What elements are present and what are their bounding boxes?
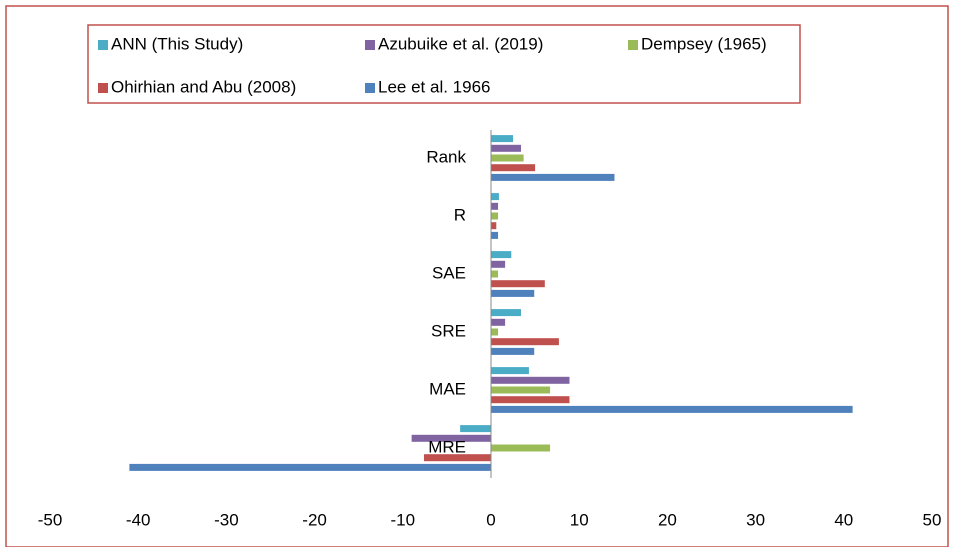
category-label: SAE (432, 263, 466, 282)
x-tick-label: 10 (570, 510, 589, 529)
bar (491, 328, 499, 336)
x-tick-label: 30 (746, 510, 765, 529)
bar (491, 347, 535, 355)
category-label: Rank (426, 147, 466, 166)
x-tick-label: -50 (38, 510, 63, 529)
bar (491, 173, 615, 181)
bar (491, 338, 559, 346)
legend-label: Ohirhian and Abu (2008) (111, 77, 296, 96)
bar (491, 154, 524, 162)
bar (491, 376, 570, 384)
bar (491, 396, 570, 404)
legend-label: Azubuike et al. (2019) (378, 34, 543, 53)
legend-swatch (98, 40, 108, 50)
bar (491, 251, 512, 259)
bar (491, 280, 545, 288)
bar (129, 463, 491, 471)
category-label: MAE (429, 379, 466, 398)
bar (491, 212, 499, 220)
bar (491, 386, 551, 394)
bar (491, 135, 514, 143)
x-tick-label: -20 (302, 510, 327, 529)
legend-swatch (365, 40, 375, 50)
bar (491, 289, 535, 297)
bar (411, 434, 491, 442)
legend-swatch (98, 83, 108, 93)
bar (491, 444, 551, 452)
bar (491, 260, 506, 268)
category-label: MRE (428, 437, 466, 456)
bar (491, 405, 853, 413)
bar (491, 193, 499, 201)
category-label: SRE (431, 321, 466, 340)
x-tick-label: 40 (834, 510, 853, 529)
legend-swatch (628, 40, 638, 50)
x-tick-label: 0 (486, 510, 495, 529)
x-tick-label: 20 (658, 510, 677, 529)
legend-label: Lee et al. 1966 (378, 77, 490, 96)
legend-swatch (365, 83, 375, 93)
legend-label: ANN (This Study) (111, 34, 243, 53)
category-label: R (454, 205, 466, 224)
bar (491, 270, 499, 278)
bar (491, 309, 521, 317)
x-tick-label: -10 (391, 510, 416, 529)
bar (491, 144, 521, 152)
bar (423, 454, 491, 462)
bar (491, 367, 529, 375)
legend-box (87, 24, 801, 104)
legend-label: Dempsey (1965) (641, 34, 767, 53)
bar (491, 318, 506, 326)
bar (491, 222, 497, 230)
bar (460, 425, 491, 433)
x-tick-label: -30 (214, 510, 239, 529)
x-tick-label: -40 (126, 510, 151, 529)
bar (491, 202, 499, 210)
bar (491, 164, 536, 172)
bar (491, 231, 499, 239)
x-tick-label: 50 (923, 510, 942, 529)
